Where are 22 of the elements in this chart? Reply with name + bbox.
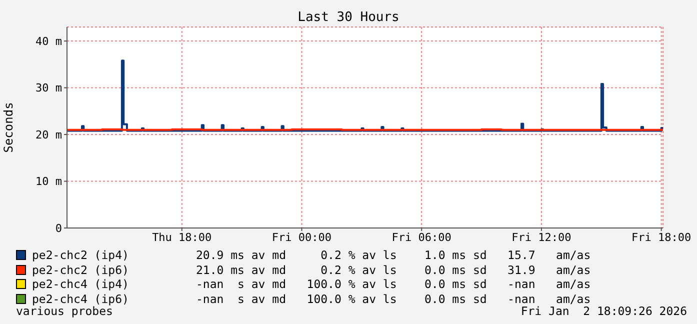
text: 21.0 ms av md 0.2 % av ls 0.0 ms sd 31.9 am/as [196, 262, 591, 277]
legend-label: pe2-chc4 (ip4) [32, 277, 130, 292]
y-tick-label: 40 m [36, 34, 62, 48]
y-tick-label: 0 [55, 222, 62, 235]
x-tick-label: Fri 18:00 [632, 230, 692, 244]
text: -nan s av md 100.0 % av ls 0.0 ms sd -nan am/as [196, 277, 591, 292]
legend-label: pe2-chc2 (ip6) [32, 262, 130, 277]
y-axis-title: Seconds [1, 102, 16, 153]
chart-title: Last 30 Hours [296, 10, 400, 25]
text: -nan s av md 100.0 % av ls 0.0 ms sd -nan am/as [196, 292, 591, 306]
text: various probes [16, 304, 113, 318]
x-tick-label: Fri 06:00 [392, 230, 452, 244]
y-tick-label: 30 m [36, 82, 62, 95]
text: Fri Jan 2 18:09:26 2026 [520, 304, 687, 318]
text: 20.9 ms av md 0.2 % av ls 1.0 ms sd 15.7 am/as [196, 248, 591, 262]
legend-label: pe2-chc2 (ip4) [32, 248, 130, 262]
x-tick-label: Fri 12:00 [512, 230, 572, 244]
x-tick-label: Fri 00:00 [272, 230, 332, 244]
legend-label: pe2-chc4 (ip6) [32, 292, 130, 306]
y-tick-label: 10 m [36, 175, 62, 188]
y-tick-label: 20 m [36, 128, 62, 142]
x-tick-label: Thu 18:00 [152, 230, 212, 244]
